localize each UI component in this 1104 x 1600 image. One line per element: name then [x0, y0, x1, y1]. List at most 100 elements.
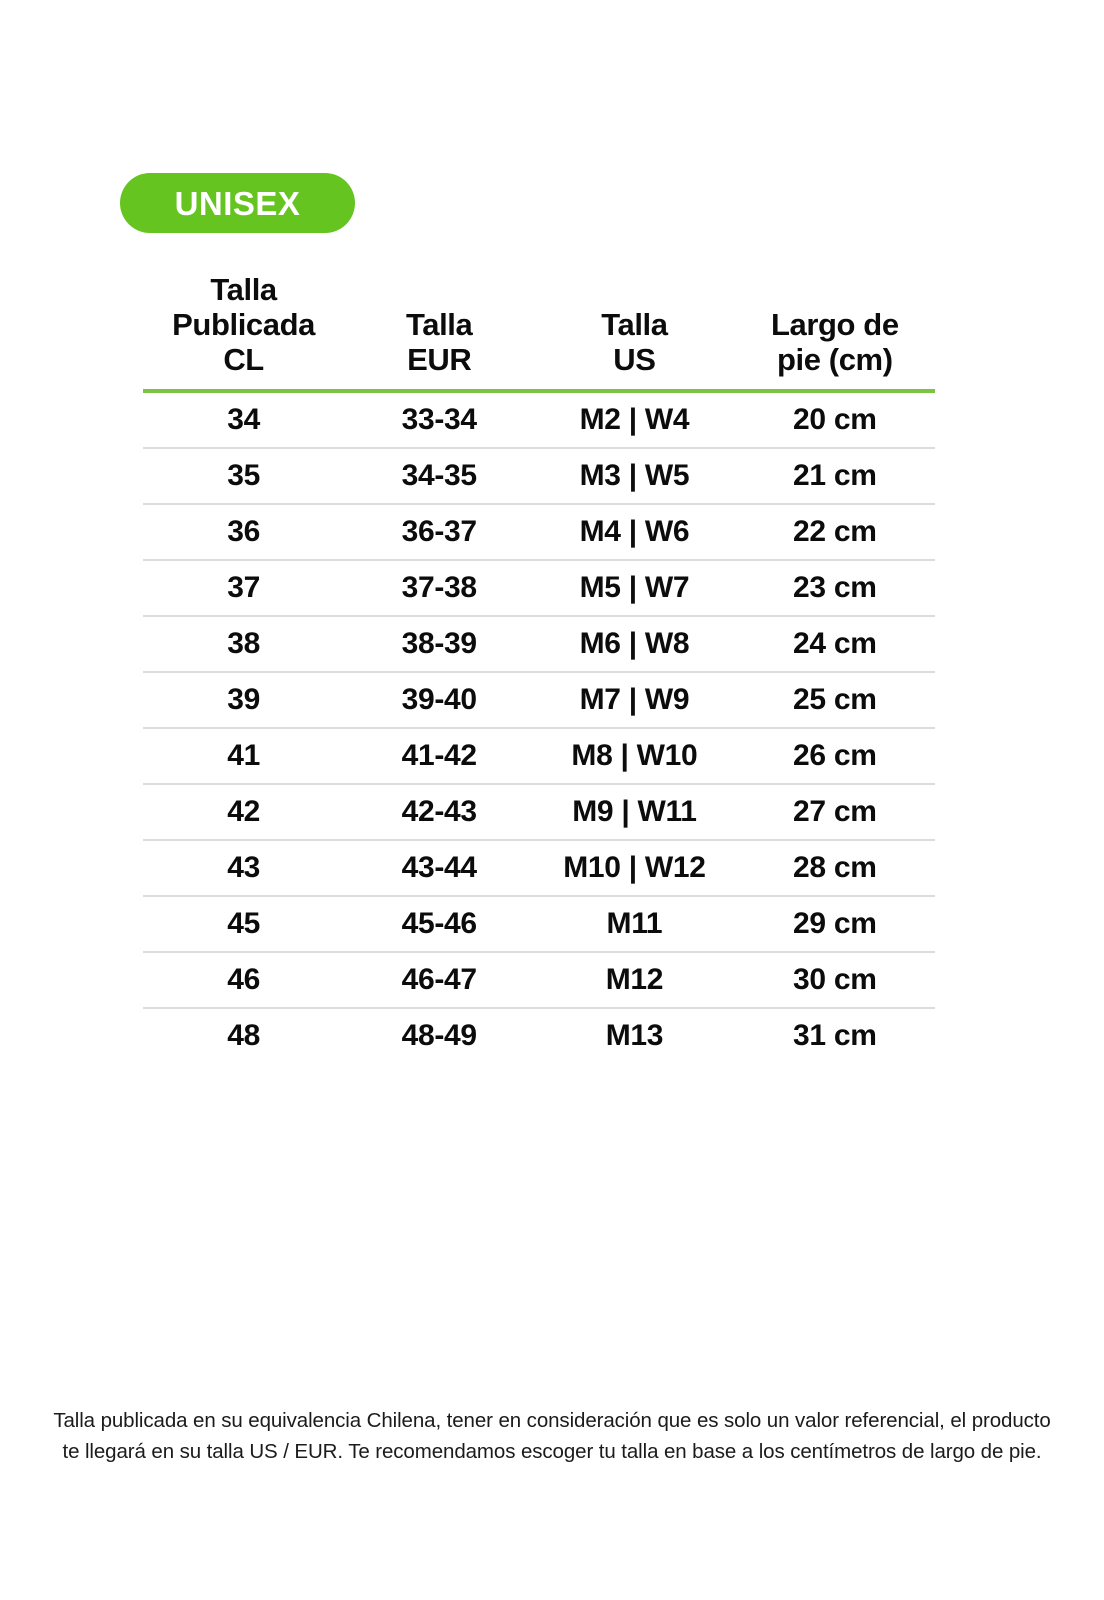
cell-value: 34	[227, 403, 260, 437]
cell-value: 26 cm	[793, 739, 877, 773]
unisex-badge-label: UNISEX	[174, 184, 301, 222]
table-row: 35 34-35 M3 | W5 21 cm	[143, 448, 935, 506]
cell-value: M8 | W10	[571, 739, 698, 773]
cell-cl: 39	[143, 672, 345, 730]
cell-value: 30 cm	[793, 963, 877, 997]
table-row: 45 45-46 M11 29 cm	[143, 896, 935, 954]
column-header-label: Talla Publicada CL	[172, 272, 315, 378]
cell-cm: 26 cm	[734, 728, 935, 786]
cell-value: 38	[227, 627, 260, 661]
unisex-badge: UNISEX	[120, 173, 355, 233]
cell-cm: 23 cm	[734, 560, 935, 618]
cell-eur: 42-43	[344, 784, 535, 842]
cell-value: 27 cm	[793, 795, 877, 829]
cell-eur: 48-49	[344, 1008, 534, 1063]
cell-value: 45-46	[401, 907, 478, 941]
cell-us: M8 | W10	[534, 728, 735, 786]
cell-cm: 31 cm	[735, 1008, 935, 1063]
cell-value: 35	[227, 459, 260, 493]
cell-value: 43	[227, 851, 260, 885]
cell-value: M2 | W4	[579, 403, 690, 437]
cell-cl: 41	[143, 728, 345, 786]
cell-us: M6 | W8	[534, 616, 735, 674]
cell-eur: 46-47	[344, 952, 535, 1010]
footnote-line-1: Talla publicada en su equivalencia Chile…	[53, 1409, 1051, 1432]
table-row: 42 42-43 M9 | W11 27 cm	[143, 784, 935, 842]
cell-cm: 25 cm	[734, 672, 935, 730]
table-row: 39 39-40 M7 | W9 25 cm	[143, 672, 935, 730]
cell-cm: 24 cm	[734, 616, 935, 674]
cell-value: 46-47	[401, 963, 478, 997]
cell-value: 48	[227, 1019, 260, 1053]
cell-value: M4 | W6	[579, 515, 690, 549]
table-row: 43 43-44 M10 | W12 28 cm	[143, 840, 935, 898]
cell-value: M12	[605, 963, 664, 997]
cell-cm: 29 cm	[734, 896, 935, 954]
cell-value: 43-44	[401, 851, 478, 885]
size-table-body: 34 33-34 M2 | W4 20 cm 35 34-35 M3 | W5 …	[143, 391, 935, 1063]
cell-cl: 46	[143, 952, 345, 1010]
cell-cl: 36	[143, 504, 345, 562]
cell-cl: 48	[143, 1008, 344, 1063]
cell-value: 37	[227, 571, 260, 605]
cell-value: 22 cm	[793, 515, 877, 549]
cell-value: 41-42	[401, 739, 478, 773]
cell-us: M11	[534, 896, 735, 954]
cell-value: M7 | W9	[579, 683, 690, 717]
cell-cm: 22 cm	[734, 504, 935, 562]
cell-value: 24 cm	[793, 627, 877, 661]
table-row: 48 48-49 M13 31 cm	[143, 1008, 935, 1063]
cell-value: M9 | W11	[572, 795, 697, 829]
cell-value: 29 cm	[793, 907, 877, 941]
table-row: 36 36-37 M4 | W6 22 cm	[143, 504, 935, 562]
cell-value: 42	[227, 795, 260, 829]
footnote-line-2: te llegará en su talla US / EUR. Te reco…	[62, 1440, 1042, 1464]
cell-eur: 39-40	[344, 672, 535, 730]
table-row: 41 41-42 M8 | W10 26 cm	[143, 728, 935, 786]
cell-value: 41	[227, 739, 260, 773]
cell-eur: 41-42	[344, 728, 535, 786]
column-header-talla-us: Talla US	[534, 272, 735, 394]
cell-value: M10 | W12	[563, 851, 706, 885]
table-row: 34 33-34 M2 | W4 20 cm	[143, 391, 935, 450]
table-row: 37 37-38 M5 | W7 23 cm	[143, 560, 935, 618]
cell-cm: 27 cm	[734, 784, 935, 842]
cell-value: M5 | W7	[579, 571, 690, 605]
cell-cl: 45	[143, 896, 345, 954]
cell-us: M12	[534, 952, 735, 1010]
cell-value: 39	[227, 683, 260, 717]
cell-value: 34-35	[401, 459, 478, 493]
cell-cm: 28 cm	[734, 840, 935, 898]
cell-value: 48-49	[401, 1019, 478, 1053]
cell-cl: 34	[143, 391, 345, 450]
cell-us: M3 | W5	[534, 448, 735, 506]
table-header-row: Talla Publicada CL Talla EUR Talla US La…	[143, 272, 935, 394]
column-header-label: Largo de pie (cm)	[770, 307, 899, 378]
cell-cl: 43	[143, 840, 345, 898]
column-header-largo-de-pie: Largo de pie (cm)	[734, 272, 935, 394]
column-header-talla-eur: Talla EUR	[344, 272, 535, 394]
cell-value: M11	[606, 907, 663, 941]
cell-us: M9 | W11	[534, 784, 735, 842]
cell-eur: 36-37	[344, 504, 535, 562]
size-table-grid: Talla Publicada CL Talla EUR Talla US La…	[143, 272, 935, 1063]
cell-eur: 43-44	[344, 840, 535, 898]
cell-cm: 21 cm	[734, 448, 935, 506]
cell-us: M7 | W9	[534, 672, 735, 730]
cell-eur: 38-39	[344, 616, 535, 674]
cell-cm: 30 cm	[734, 952, 935, 1010]
cell-value: 25 cm	[793, 683, 877, 717]
cell-value: 36	[227, 515, 260, 549]
size-conversion-table: Talla Publicada CL Talla EUR Talla US La…	[143, 272, 935, 1063]
size-table-header: Talla Publicada CL Talla EUR Talla US La…	[143, 272, 935, 394]
cell-value: 37-38	[401, 571, 478, 605]
cell-cl: 37	[143, 560, 345, 618]
cell-value: 36-37	[401, 515, 478, 549]
size-chart-footnote: Talla publicada en su equivalencia Chile…	[52, 1405, 1052, 1467]
column-header-talla-publicada-cl: Talla Publicada CL	[143, 272, 345, 394]
cell-value: 21 cm	[793, 459, 877, 493]
cell-us: M10 | W12	[534, 840, 735, 898]
cell-cm: 20 cm	[734, 391, 935, 450]
column-header-label: Talla EUR	[406, 307, 473, 378]
